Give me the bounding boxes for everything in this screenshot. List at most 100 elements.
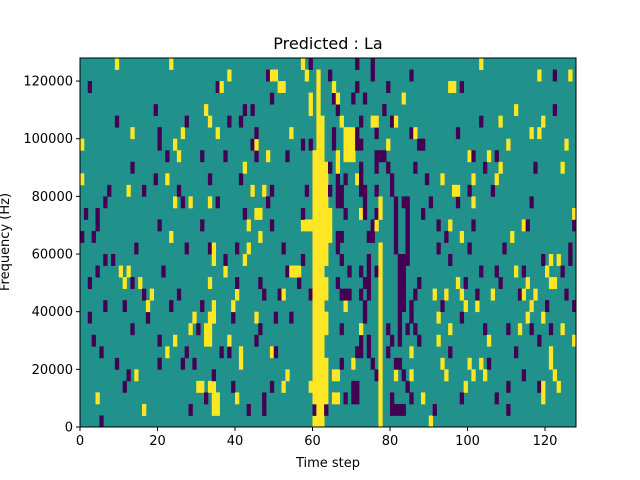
heatmap-cell (316, 265, 321, 278)
heatmap-cell (320, 115, 325, 128)
heatmap-cell (405, 380, 410, 393)
heatmap-cell (401, 254, 406, 266)
heatmap-cell (436, 242, 441, 255)
heatmap-cell (533, 161, 538, 174)
heatmap-cell (316, 288, 321, 301)
heatmap-cell (560, 323, 565, 336)
heatmap-cell (211, 380, 217, 393)
heatmap-cell (165, 346, 170, 359)
heatmap-cell (335, 104, 341, 117)
heatmap-cell (142, 403, 147, 416)
heatmap-cell (126, 265, 131, 278)
heatmap-cell (401, 288, 406, 301)
heatmap-cell (335, 161, 341, 174)
heatmap-cell (324, 323, 329, 336)
heatmap-cell (374, 184, 379, 197)
heatmap-cell (316, 311, 321, 324)
heatmap-cell (316, 323, 321, 336)
heatmap-cell (390, 184, 395, 197)
heatmap-cell (176, 150, 182, 163)
heatmap-cell (320, 311, 325, 324)
heatmap-cell (455, 277, 461, 290)
heatmap-cell (300, 207, 306, 220)
heatmap-cell (393, 219, 399, 232)
heatmap-cell (521, 219, 527, 232)
heatmap-cell (537, 334, 542, 347)
heatmap-cell (324, 254, 329, 266)
heatmap-cell (192, 357, 197, 370)
heatmap-cell (514, 104, 519, 117)
heatmap-cell (393, 207, 399, 220)
heatmap-cell (114, 58, 120, 70)
heatmap-cell (308, 92, 313, 105)
heatmap-cell (572, 207, 577, 220)
heatmap-cell (374, 219, 379, 232)
heatmap-cell (537, 380, 542, 393)
heatmap-cell (444, 230, 449, 243)
heatmap-cell (250, 138, 255, 151)
heatmap-cell (235, 288, 240, 301)
heatmap-cell (130, 127, 135, 140)
heatmap-cell (320, 265, 325, 278)
heatmap-cell (312, 369, 317, 382)
heatmap-cell (366, 346, 372, 359)
heatmap-cell (312, 380, 317, 393)
heatmap-cell (355, 138, 360, 151)
heatmap-cell (370, 69, 375, 82)
heatmap-cell (269, 346, 275, 359)
heatmap-cell (541, 254, 546, 266)
heatmap-cell (378, 346, 383, 359)
heatmap-cell (180, 127, 186, 140)
heatmap-cell (262, 184, 267, 197)
heatmap-cell (269, 92, 275, 105)
heatmap-cell (436, 219, 441, 232)
heatmap-cell (207, 173, 213, 186)
heatmap-cell (153, 104, 158, 117)
heatmap-cell (397, 323, 403, 336)
heatmap-cell (378, 403, 383, 416)
heatmap-cell (459, 81, 465, 93)
heatmap-cell (413, 127, 418, 140)
heatmap-cell (362, 300, 368, 313)
heatmap-cell (219, 346, 224, 359)
heatmap-cell (242, 254, 248, 266)
heatmap-cell (405, 242, 410, 255)
heatmap-cell (312, 173, 317, 186)
heatmap-cell (409, 346, 414, 359)
heatmap-cell (254, 334, 259, 347)
heatmap-cell (355, 58, 360, 70)
heatmap-cell (560, 265, 565, 278)
heatmap-cell (83, 207, 89, 220)
heatmap-cell (362, 184, 368, 197)
heatmap-cell (548, 254, 554, 266)
heatmap-cell (514, 265, 519, 278)
heatmap-cell (537, 127, 542, 140)
heatmap-cell (401, 265, 406, 278)
heatmap-cell (459, 311, 465, 324)
heatmap-cell (335, 150, 341, 163)
heatmap-cell (258, 277, 263, 290)
heatmap-cell (498, 115, 503, 128)
heatmap-cell (122, 380, 127, 393)
heatmap-cell (393, 196, 399, 209)
heatmap-cell (331, 92, 337, 105)
heatmap-cell (316, 127, 321, 140)
heatmap-cell (370, 357, 375, 370)
heatmap-cell (254, 127, 259, 140)
heatmap-cell (444, 369, 449, 382)
heatmap-cell (324, 242, 329, 255)
heatmap-cell (87, 277, 93, 290)
heatmap-cell (246, 219, 251, 232)
heatmap-cell (378, 242, 383, 255)
heatmap-cell (196, 380, 201, 393)
heatmap-cell (200, 150, 205, 163)
heatmap-cell (103, 300, 108, 313)
heatmap-cell (246, 403, 251, 416)
heatmap-cell (320, 334, 325, 347)
heatmap-cell (145, 311, 151, 324)
heatmap-cell (471, 369, 476, 382)
heatmap-cell (304, 219, 310, 232)
heatmap-cell (459, 230, 465, 243)
heatmap-cell (312, 219, 317, 232)
heatmap-cell (107, 184, 112, 197)
